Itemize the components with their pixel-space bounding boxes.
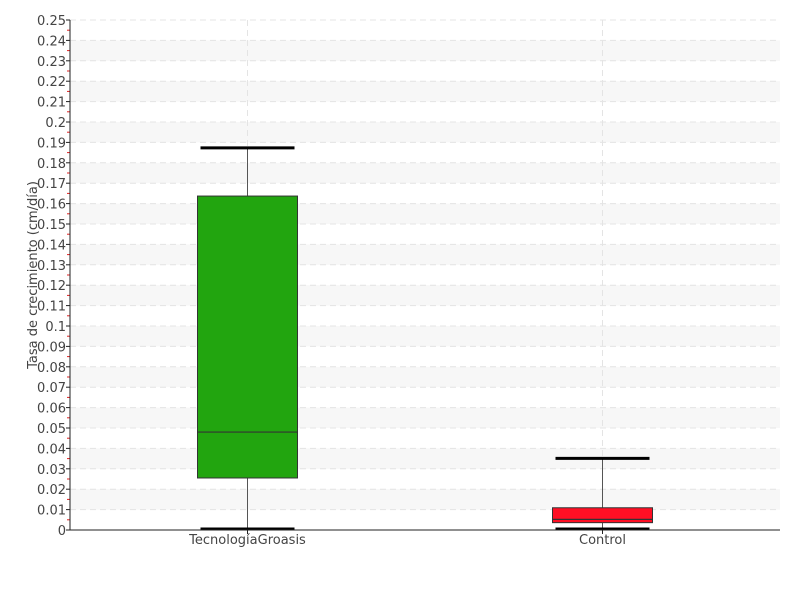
y-tick-label: 0.08 <box>37 361 66 376</box>
y-tick-label: 0.24 <box>37 34 66 49</box>
y-tick-label: 0.1 <box>45 320 66 335</box>
grid-band <box>70 448 780 469</box>
y-tick-label: 0.23 <box>37 55 66 70</box>
y-axis-label: Tasa de crecimiento (cm/día) <box>26 181 41 370</box>
y-tick-label: 0.13 <box>37 259 66 274</box>
box-0 <box>197 195 298 479</box>
y-tick-label: 0.21 <box>37 96 66 111</box>
grid-band <box>70 244 780 265</box>
y-tick-label: 0.07 <box>37 381 66 396</box>
x-tick-label: TecnologíaGroasis <box>188 533 306 548</box>
y-tick-label: 0.01 <box>37 504 66 519</box>
grid-band <box>70 285 780 306</box>
y-tick-label: 0.03 <box>37 463 66 478</box>
y-tick-label: 0.19 <box>37 136 66 151</box>
y-tick-label: 0.02 <box>37 483 66 498</box>
y-tick-label: 0.06 <box>37 402 66 417</box>
grid-band <box>70 40 780 61</box>
y-tick-label: 0.22 <box>37 75 66 90</box>
y-tick-label: 0.14 <box>37 238 66 253</box>
grid-band <box>70 366 780 388</box>
grid-band <box>70 326 780 347</box>
grid-band <box>70 489 780 510</box>
y-tick-label: 0.09 <box>37 340 66 355</box>
y-tick-label: 0.11 <box>37 300 66 315</box>
grid-band <box>70 162 780 184</box>
grid-band <box>70 81 780 102</box>
y-tick-label: 0.15 <box>37 218 66 233</box>
grid-band <box>70 122 780 143</box>
grid-band <box>70 203 780 224</box>
y-tick-label: 0.12 <box>37 279 66 294</box>
y-tick-label: 0 <box>58 524 66 539</box>
box-1 <box>552 507 653 524</box>
x-tick-label: Control <box>579 533 626 548</box>
y-tick-label: 0.04 <box>37 442 66 457</box>
y-tick-label: 0.25 <box>37 14 66 29</box>
grid-band <box>70 407 780 428</box>
y-tick-label: 0.2 <box>45 116 66 131</box>
y-tick-label: 0.17 <box>37 177 66 192</box>
y-tick-label: 0.05 <box>37 422 66 437</box>
y-tick-label: 0.18 <box>37 157 66 172</box>
y-tick-label: 0.16 <box>37 198 66 213</box>
